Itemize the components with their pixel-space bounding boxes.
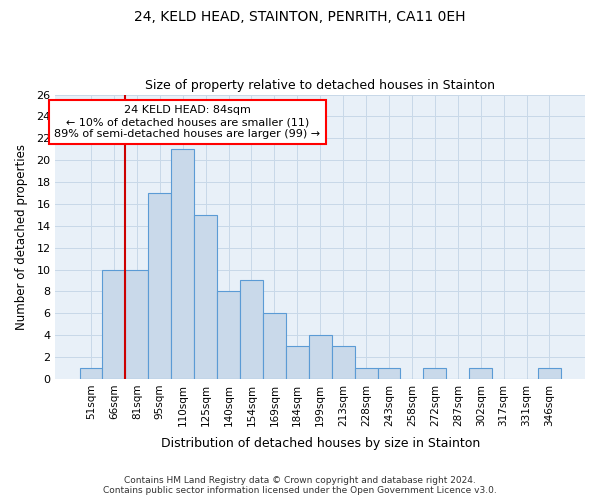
Text: 24, KELD HEAD, STAINTON, PENRITH, CA11 0EH: 24, KELD HEAD, STAINTON, PENRITH, CA11 0…: [134, 10, 466, 24]
Bar: [538, 368, 561, 379]
Bar: [217, 292, 240, 379]
Bar: [263, 314, 286, 379]
Bar: [286, 346, 309, 379]
Bar: [148, 193, 171, 379]
Y-axis label: Number of detached properties: Number of detached properties: [15, 144, 28, 330]
Bar: [103, 270, 125, 379]
Text: 24 KELD HEAD: 84sqm
← 10% of detached houses are smaller (11)
89% of semi-detach: 24 KELD HEAD: 84sqm ← 10% of detached ho…: [54, 106, 320, 138]
Bar: [355, 368, 377, 379]
Text: Contains HM Land Registry data © Crown copyright and database right 2024.
Contai: Contains HM Land Registry data © Crown c…: [103, 476, 497, 495]
X-axis label: Distribution of detached houses by size in Stainton: Distribution of detached houses by size …: [161, 437, 480, 450]
Bar: [309, 335, 332, 379]
Bar: [125, 270, 148, 379]
Bar: [240, 280, 263, 379]
Bar: [194, 215, 217, 379]
Bar: [332, 346, 355, 379]
Bar: [171, 149, 194, 379]
Bar: [424, 368, 446, 379]
Bar: [469, 368, 492, 379]
Bar: [80, 368, 103, 379]
Title: Size of property relative to detached houses in Stainton: Size of property relative to detached ho…: [145, 79, 495, 92]
Bar: [377, 368, 400, 379]
